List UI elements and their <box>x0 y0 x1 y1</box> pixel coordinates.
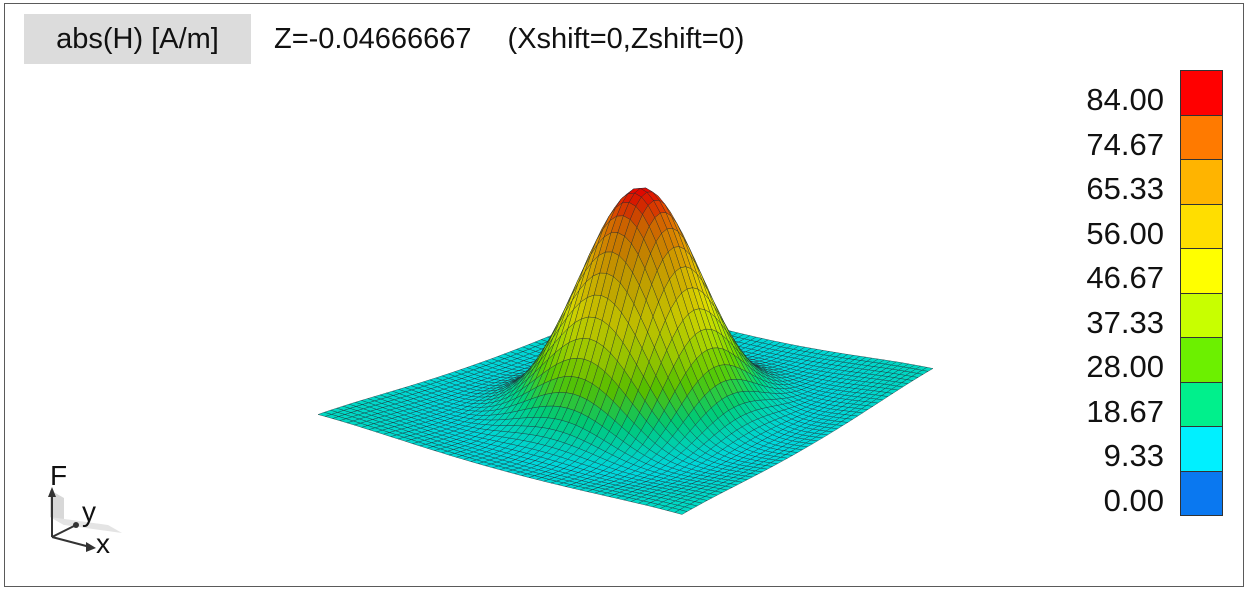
z-value-label: Z=-0.04666667 <box>274 23 472 55</box>
legend-label: 74.67 <box>1086 126 1164 162</box>
legend-swatch <box>1180 248 1223 294</box>
shift-label: (Xshift=0,Zshift=0) <box>507 23 745 55</box>
legend-swatch <box>1180 159 1223 205</box>
axis-label-horizontal: x <box>96 528 110 559</box>
legend-swatch <box>1180 203 1223 249</box>
surface-mesh <box>317 187 934 515</box>
legend-label: 37.33 <box>1086 304 1164 340</box>
legend-swatch <box>1180 470 1223 516</box>
legend-label: 65.33 <box>1086 171 1164 206</box>
legend-swatch <box>1180 381 1223 427</box>
axes-plane-left <box>50 490 64 525</box>
axes-plane-bottom <box>50 517 122 533</box>
axis-label-depth: y <box>82 496 96 527</box>
axis-horizontal <box>51 536 91 548</box>
axis-label-vertical: F <box>50 460 67 491</box>
plot-frame <box>4 3 1244 587</box>
legend-swatch <box>1180 426 1223 472</box>
legend-label: 84.00 <box>1086 82 1164 117</box>
slice-info: Z=-0.04666667 (Xshift=0,Zshift=0) <box>274 14 744 64</box>
axes-triad: F y x <box>48 460 122 559</box>
legend-swatch <box>1180 292 1223 338</box>
axis-vertical-arrow <box>48 487 56 497</box>
axis-depth-tip <box>73 522 79 528</box>
axis-horizontal-arrow <box>86 542 96 552</box>
legend-swatch <box>1180 337 1223 383</box>
axis-depth <box>51 524 77 538</box>
legend-label: 28.00 <box>1086 349 1164 384</box>
legend-label: 56.00 <box>1086 215 1164 251</box>
legend-swatch <box>1180 70 1223 116</box>
legend-label: 9.33 <box>1103 438 1164 473</box>
legend-label: 46.67 <box>1086 260 1164 295</box>
quantity-label: abs(H) [A/m] <box>24 14 251 64</box>
surface-cell <box>674 509 688 515</box>
legend-label: 18.67 <box>1086 393 1164 429</box>
legend-label: 0.00 <box>1103 482 1164 518</box>
legend-swatch <box>1180 114 1223 160</box>
